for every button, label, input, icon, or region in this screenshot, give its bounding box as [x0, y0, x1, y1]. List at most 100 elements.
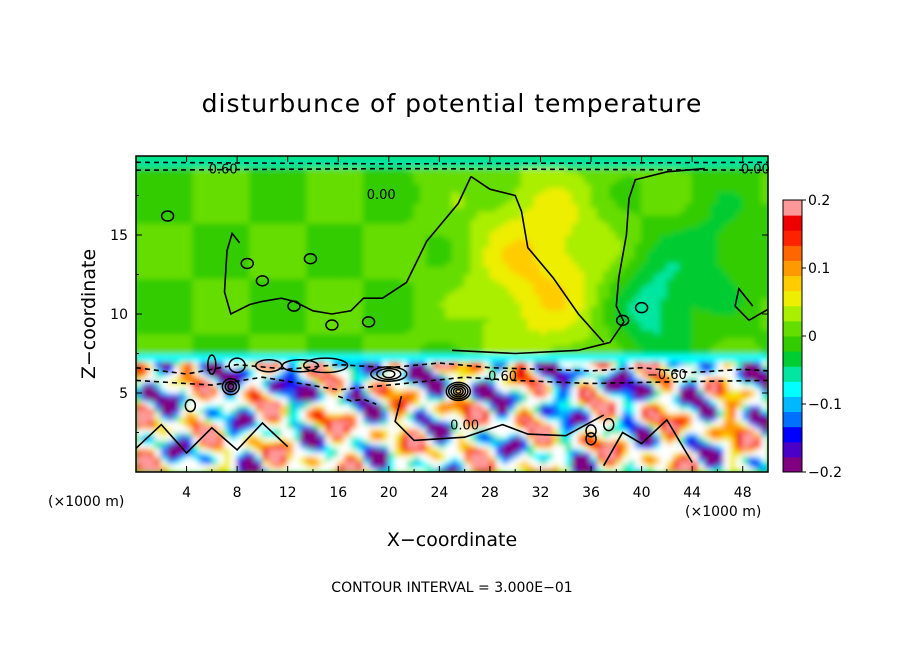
field-cell [375, 163, 383, 169]
field-cell [356, 234, 365, 240]
field-cell [299, 163, 308, 169]
field-cell [381, 175, 390, 181]
field-cell [167, 234, 175, 240]
field-cell [211, 281, 219, 287]
field-cell [502, 195, 510, 200]
field-cell [464, 195, 472, 200]
field-cell [363, 218, 371, 224]
field-cell [242, 206, 251, 212]
field-cell [205, 293, 213, 299]
field-cell [230, 210, 238, 216]
field-cell [217, 364, 225, 370]
field-cell [350, 376, 358, 382]
field-cell [167, 372, 175, 378]
field-cell [426, 341, 434, 347]
field-cell [325, 459, 333, 465]
field-cell [249, 380, 257, 386]
field-cell [160, 384, 169, 390]
field-cell [489, 435, 497, 441]
field-cell [141, 325, 150, 331]
field-cell [179, 325, 188, 331]
field-cell [287, 222, 295, 228]
field-cell [483, 270, 491, 275]
field-cell [299, 313, 308, 319]
field-cell [136, 317, 143, 323]
field-cell [388, 404, 396, 410]
field-cell [464, 384, 472, 390]
field-cell [375, 384, 383, 390]
field-cell [495, 455, 504, 461]
field-cell [344, 293, 352, 299]
field-cell [419, 317, 428, 323]
field-cell [242, 183, 251, 189]
field-cell [255, 226, 263, 232]
field-cell [344, 321, 352, 327]
field-cell [337, 214, 346, 220]
field-cell [287, 191, 295, 196]
field-cell [407, 341, 415, 347]
field-cell [356, 226, 365, 232]
field-cell [521, 179, 529, 185]
field-cell [356, 187, 365, 193]
field-cell [287, 262, 295, 268]
field-cell [186, 309, 194, 315]
field-cell [419, 266, 428, 272]
field-cell [419, 380, 428, 386]
field-cell [223, 443, 232, 449]
field-cell [438, 349, 447, 354]
field-cell [154, 325, 162, 331]
field-cell [173, 364, 181, 370]
field-cell [369, 191, 377, 196]
field-cell [331, 167, 339, 173]
field-cell [438, 463, 447, 469]
field-cell [154, 321, 162, 327]
field-cell [325, 353, 333, 358]
field-cell [419, 230, 428, 236]
field-cell [502, 202, 510, 208]
field-cell [394, 234, 402, 240]
field-cell [211, 349, 219, 354]
field-cell [514, 459, 523, 465]
field-cell [249, 191, 257, 196]
field-cell [331, 451, 339, 457]
field-cell [470, 297, 478, 303]
field-cell [287, 443, 295, 449]
field-cell [438, 368, 447, 374]
field-cell [432, 368, 440, 374]
field-cell [419, 356, 428, 362]
field-cell [167, 179, 175, 185]
field-cell [205, 187, 213, 193]
field-cell [489, 416, 497, 422]
field-cell [527, 345, 535, 351]
field-cell [502, 226, 510, 232]
field-cell [356, 159, 365, 165]
field-cell [236, 333, 244, 339]
field-cell [432, 345, 440, 351]
field-cell [419, 337, 428, 343]
field-cell [217, 408, 225, 414]
field-cell [363, 242, 371, 248]
field-cell [312, 159, 320, 165]
field-cell [451, 210, 459, 216]
field-cell [211, 408, 219, 414]
field-cell [508, 459, 516, 465]
field-cell [312, 274, 320, 279]
field-cell [337, 467, 346, 472]
field-cell [255, 218, 263, 224]
field-cell [154, 297, 162, 303]
field-cell [280, 175, 289, 181]
field-cell [388, 392, 396, 398]
field-cell [369, 451, 377, 457]
field-cell [192, 412, 200, 418]
field-cell [242, 412, 251, 418]
field-cell [470, 428, 478, 433]
field-cell [236, 416, 244, 422]
field-cell [476, 309, 485, 315]
field-cell [426, 187, 434, 193]
field-cell [527, 451, 535, 457]
field-cell [287, 424, 295, 430]
field-cell [337, 384, 346, 390]
field-cell [312, 210, 320, 216]
field-cell [249, 234, 257, 240]
field-cell [211, 420, 219, 426]
